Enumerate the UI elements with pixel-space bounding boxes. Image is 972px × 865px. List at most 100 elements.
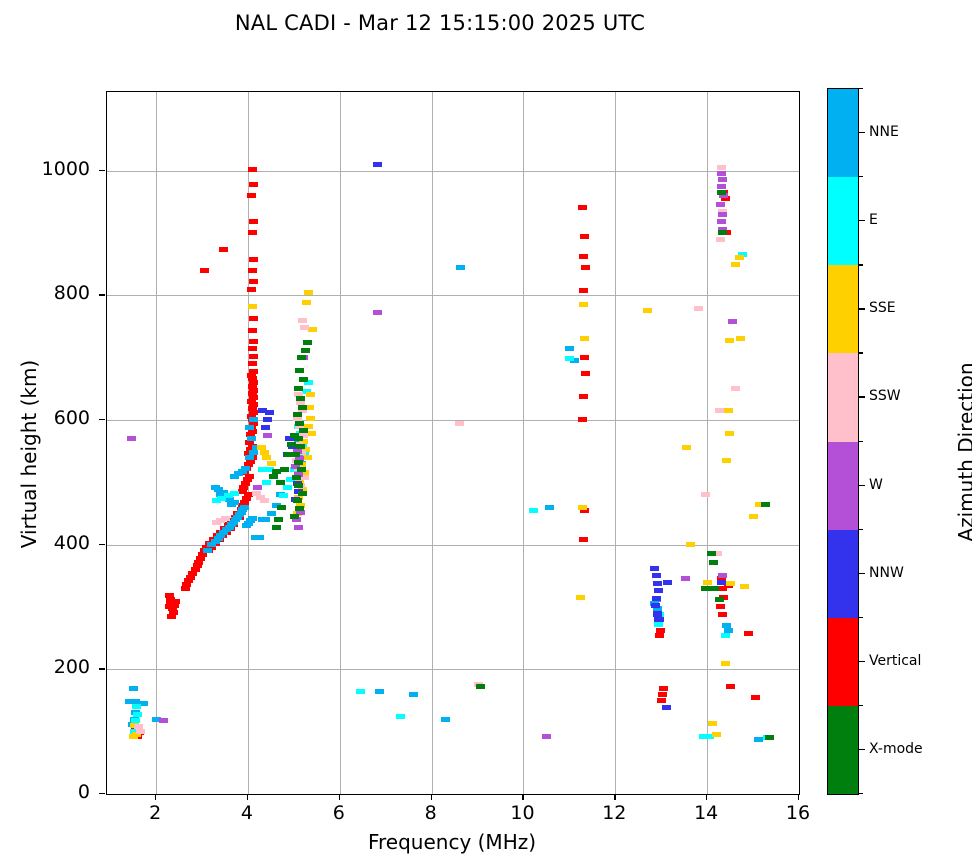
data-point (717, 611, 727, 617)
data-point (542, 733, 552, 739)
colorbar-label-nne: NNE (869, 124, 899, 141)
data-point (276, 479, 286, 485)
data-point (245, 432, 255, 438)
data-point (751, 694, 761, 700)
data-point (210, 539, 220, 544)
data-point (303, 380, 313, 386)
data-point (302, 454, 312, 460)
data-point (654, 632, 664, 638)
data-point (712, 732, 722, 738)
data-point (277, 504, 287, 510)
data-point (192, 563, 202, 569)
data-point (301, 389, 311, 395)
data-point (190, 567, 200, 573)
colorbar-boundary-tick (858, 88, 863, 90)
y-tick-label: 1000 (41, 157, 90, 180)
data-point (299, 325, 309, 331)
data-point (243, 451, 253, 457)
data-point (247, 443, 257, 449)
data-point (252, 490, 262, 496)
data-point (296, 509, 306, 515)
data-point (271, 524, 281, 530)
x-tick-mark (798, 794, 800, 800)
data-point (248, 338, 258, 344)
data-point (238, 507, 248, 513)
data-point (265, 467, 275, 473)
data-point (272, 468, 282, 474)
data-point (248, 421, 258, 427)
colorbar-boundary-tick (858, 264, 863, 266)
data-point (652, 611, 662, 617)
data-point (658, 691, 668, 697)
data-point (653, 588, 663, 594)
data-point (237, 488, 247, 494)
data-point (248, 279, 258, 285)
data-point (248, 219, 258, 225)
data-point (580, 355, 590, 361)
data-point (230, 499, 240, 505)
data-point (754, 501, 764, 507)
data-point (409, 691, 419, 697)
data-point (726, 580, 736, 586)
data-point (249, 402, 259, 408)
data-point (578, 205, 588, 211)
x-tick-mark (522, 794, 524, 800)
data-point (717, 230, 727, 236)
data-point (579, 537, 589, 543)
data-point (723, 408, 733, 414)
data-point (136, 729, 146, 735)
data-point (247, 391, 257, 397)
data-point (246, 372, 256, 378)
data-point (716, 576, 726, 582)
data-point (257, 467, 267, 473)
data-point (187, 570, 197, 576)
data-point (651, 573, 661, 579)
data-point (717, 177, 727, 183)
data-point (297, 467, 307, 473)
chart-title: NAL CADI - Mar 12 15:15:00 2025 UTC (234, 11, 646, 35)
gridline-vertical (156, 92, 158, 794)
data-point (356, 688, 366, 694)
colorbar-boundary-tick (858, 793, 863, 795)
data-point (247, 346, 257, 352)
data-point (298, 404, 308, 410)
x-tick-label: 8 (424, 802, 437, 824)
data-point (207, 544, 217, 550)
data-point (262, 454, 272, 460)
plot-area (106, 91, 800, 795)
data-point (297, 355, 307, 361)
colorbar-tick (858, 572, 865, 574)
data-point (284, 451, 294, 457)
data-point (278, 493, 288, 499)
data-point (652, 580, 662, 586)
data-point (259, 498, 269, 504)
data-point (528, 507, 538, 513)
data-point (298, 317, 308, 323)
data-point (248, 409, 258, 415)
data-point (579, 254, 589, 260)
data-point (700, 492, 710, 498)
data-point (716, 202, 726, 208)
data-point (247, 376, 257, 382)
data-point (716, 236, 726, 242)
data-point (299, 474, 309, 480)
data-point (244, 439, 254, 445)
data-point (263, 417, 273, 423)
data-point (246, 436, 256, 442)
colorbar-label-nnw: NNW (869, 564, 904, 581)
data-point (124, 699, 134, 705)
data-point (716, 164, 726, 170)
y-tick-label: 800 (53, 282, 90, 305)
data-point (247, 361, 257, 367)
data-point (753, 736, 763, 742)
colorbar-label-e: E (869, 212, 878, 229)
data-point (262, 479, 272, 485)
data-point (159, 717, 169, 723)
data-point (202, 548, 212, 554)
data-point (248, 387, 258, 393)
data-point (728, 318, 738, 324)
data-point (307, 431, 317, 437)
data-point (169, 602, 179, 608)
data-point (245, 518, 255, 524)
data-point (246, 286, 256, 292)
